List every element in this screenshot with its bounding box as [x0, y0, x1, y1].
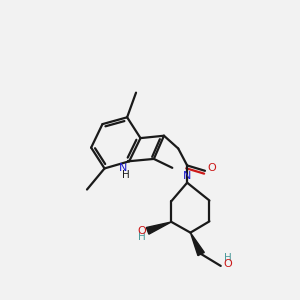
Text: H: H: [224, 254, 232, 263]
Polygon shape: [146, 222, 171, 234]
Text: O: O: [224, 260, 233, 269]
Text: O: O: [207, 164, 216, 173]
Text: N: N: [183, 171, 191, 181]
Text: H: H: [122, 170, 130, 180]
Polygon shape: [190, 232, 204, 256]
Text: N: N: [119, 163, 127, 173]
Text: H: H: [138, 232, 146, 242]
Text: O: O: [137, 226, 146, 236]
